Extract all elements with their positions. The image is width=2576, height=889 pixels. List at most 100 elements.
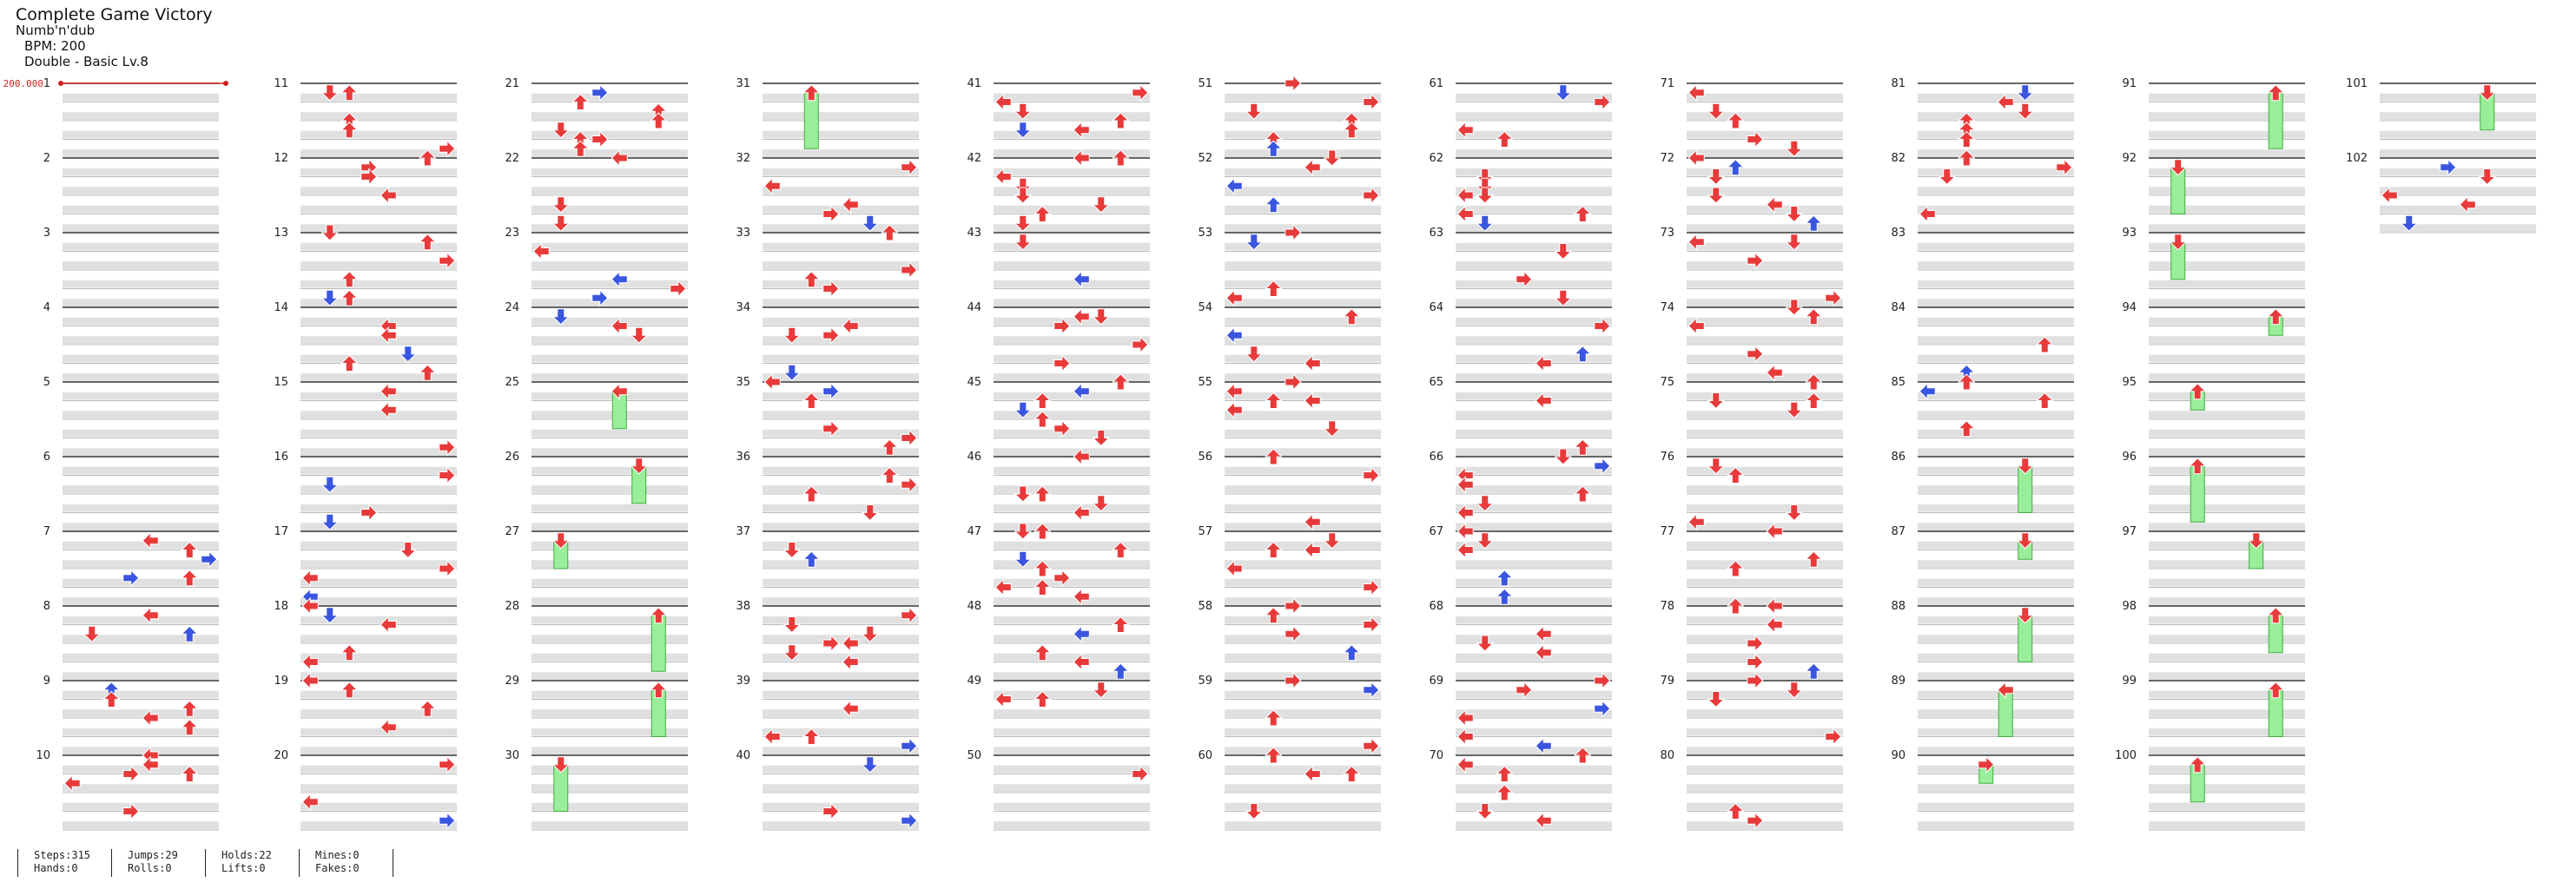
lane-band — [1456, 616, 1612, 624]
lane-band — [2380, 149, 2536, 157]
lane-band — [63, 635, 219, 642]
lane-band — [1225, 709, 1381, 717]
lane-band — [63, 747, 219, 754]
up-arrow — [803, 84, 821, 102]
lane-band — [1687, 168, 1843, 176]
bpm-dot-start — [58, 81, 63, 86]
right-arrow — [122, 802, 140, 820]
lane-band — [763, 578, 919, 587]
lane-band — [63, 784, 219, 792]
left-arrow — [1535, 625, 1552, 643]
left-arrow — [1073, 121, 1090, 139]
lane-band — [994, 672, 1150, 680]
lane-band — [1918, 93, 2074, 102]
lane-band — [1918, 709, 2074, 717]
up-arrow — [803, 728, 821, 745]
down-arrow — [2247, 532, 2265, 550]
measure-number: 85 — [1891, 376, 1906, 389]
down-arrow — [1785, 140, 1803, 157]
lane-band — [63, 336, 219, 344]
lane-band — [763, 802, 919, 811]
down-arrow — [861, 756, 879, 774]
lane-band — [532, 541, 688, 550]
lane-band — [532, 821, 688, 829]
up-arrow — [1034, 644, 1052, 662]
lane-band — [763, 392, 919, 400]
lane-band — [2149, 802, 2305, 811]
lane-band — [532, 411, 688, 418]
lane-band — [994, 653, 1150, 662]
lane-band — [63, 280, 219, 288]
up-arrow — [1496, 570, 1514, 587]
lane-band — [1225, 429, 1381, 438]
measure-number: 4 — [43, 301, 50, 314]
lane-band — [532, 112, 688, 120]
up-arrow — [102, 690, 121, 708]
left-arrow — [1535, 392, 1552, 410]
measure-number: 1 — [43, 77, 50, 90]
lane-band — [994, 747, 1150, 754]
left-arrow — [1535, 643, 1552, 662]
lane-band — [1225, 466, 1381, 475]
lane-band — [63, 93, 219, 102]
lane-band — [532, 299, 688, 306]
left-arrow — [1766, 616, 1783, 634]
lane-band — [1225, 653, 1381, 662]
right-arrow — [822, 382, 840, 400]
left-arrow — [1073, 653, 1090, 671]
up-arrow — [1112, 541, 1130, 558]
left-arrow — [1766, 522, 1783, 541]
left-arrow — [2381, 186, 2398, 205]
down-arrow — [2016, 102, 2034, 120]
up-arrow — [181, 570, 199, 587]
lane-band — [1225, 728, 1381, 736]
left-arrow — [842, 195, 859, 214]
lane-band — [994, 168, 1150, 176]
lane-band — [1225, 205, 1381, 214]
right-arrow — [1594, 93, 1611, 111]
lane-band — [1687, 672, 1843, 680]
up-arrow — [1265, 607, 1283, 624]
left-arrow — [380, 186, 397, 205]
up-arrow — [340, 122, 359, 139]
lane-band — [1687, 578, 1843, 587]
down-arrow — [1014, 187, 1032, 204]
left-arrow — [1225, 289, 1243, 307]
measure-number: 100 — [2115, 749, 2137, 762]
down-arrow — [552, 308, 570, 326]
measure-number: 98 — [2122, 600, 2137, 613]
right-arrow — [1285, 372, 1302, 392]
lane-band — [1225, 112, 1381, 120]
right-arrow — [360, 168, 378, 186]
lane-band — [1225, 560, 1381, 568]
down-arrow — [399, 542, 417, 559]
lane-band — [763, 523, 919, 530]
measure-number: 76 — [1660, 451, 1674, 464]
lane-band — [1918, 616, 2074, 624]
lane-band — [1456, 392, 1612, 400]
lane-band — [1456, 635, 1612, 642]
lane-band — [63, 411, 219, 418]
up-arrow — [2036, 392, 2054, 409]
down-arrow — [861, 214, 879, 232]
up-arrow — [181, 625, 199, 642]
measure-number: 33 — [736, 227, 750, 240]
down-arrow — [1785, 234, 1803, 251]
down-arrow — [1092, 682, 1110, 699]
right-arrow — [901, 606, 918, 624]
down-arrow — [1092, 430, 1110, 447]
lane-band — [1456, 336, 1612, 344]
measure-number: 75 — [1660, 376, 1674, 389]
down-arrow — [2016, 607, 2034, 624]
up-arrow — [1805, 373, 1823, 391]
lane-band — [2149, 448, 2305, 456]
lane-band — [1456, 448, 1612, 456]
left-arrow — [842, 700, 859, 718]
lane-band — [1918, 429, 2074, 438]
lane-band — [63, 802, 219, 811]
lane-band — [1225, 392, 1381, 400]
up-arrow — [571, 140, 590, 157]
lane-band — [1687, 336, 1843, 344]
left-arrow — [1535, 354, 1552, 372]
measure-number: 47 — [967, 525, 981, 538]
